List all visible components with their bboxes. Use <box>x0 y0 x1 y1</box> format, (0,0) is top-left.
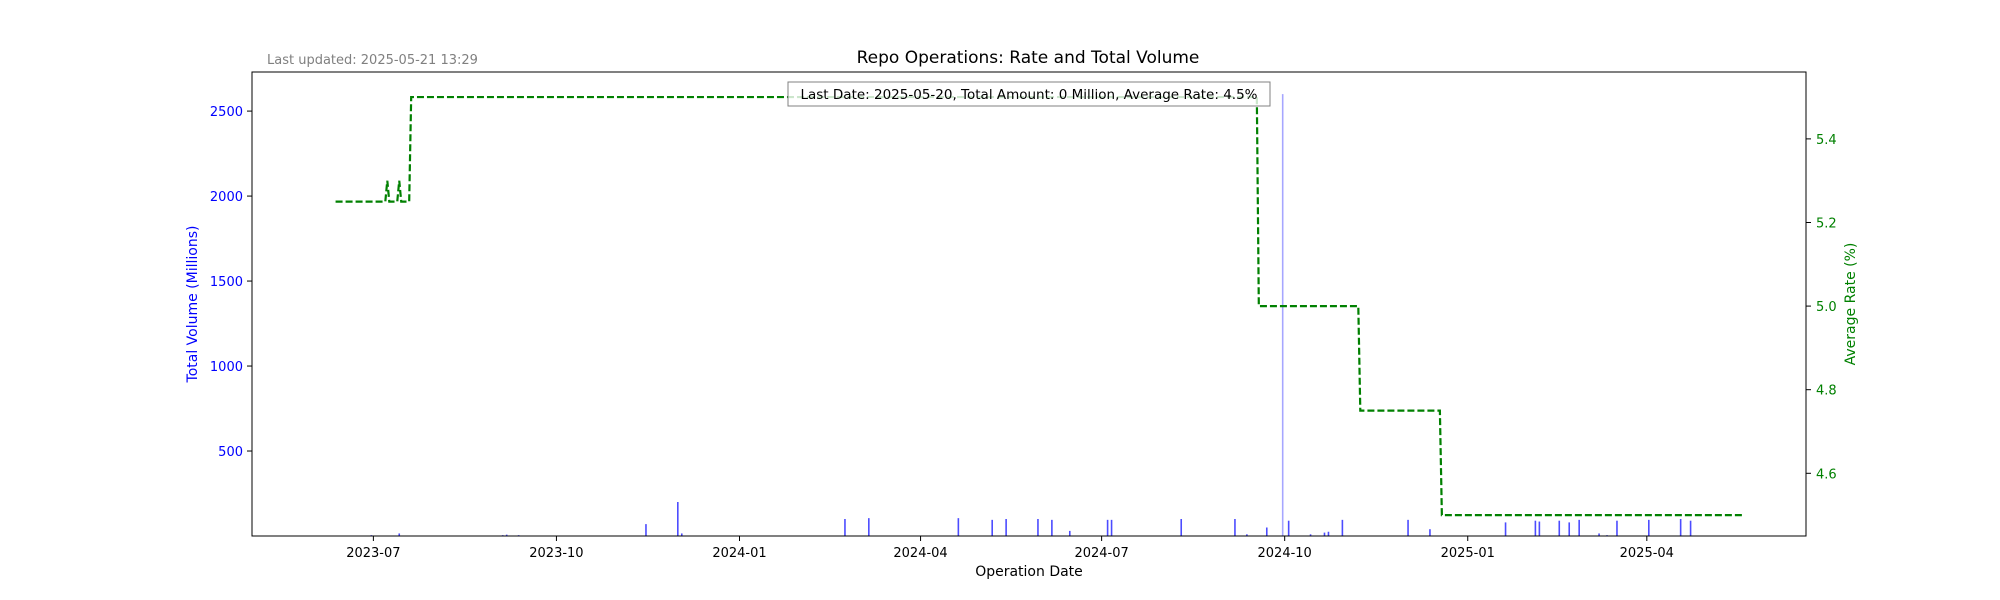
last-updated-text: Last updated: 2025-05-21 13:29 <box>267 53 478 68</box>
volume-bar <box>1246 534 1248 536</box>
y-right-tick-label: 4.6 <box>1816 467 1837 482</box>
y-right-tick-label: 5.2 <box>1816 216 1837 231</box>
volume-bar <box>1429 529 1431 536</box>
volume-bar <box>1068 530 1071 536</box>
volume-bar <box>398 533 401 536</box>
volume-bar <box>1534 520 1537 536</box>
volume-bar <box>1180 519 1183 536</box>
volume-bar <box>1407 519 1409 536</box>
x-axis: 2023-07 2023-10 2024-01 2024-04 2024-07 2024-… <box>346 536 1674 561</box>
x-tick-label: 2023-07 <box>346 546 400 561</box>
rate-series <box>335 95 1745 517</box>
plot-frame <box>251 71 1807 537</box>
x-tick-label: 2025-04 <box>1620 546 1674 561</box>
x-tick-label: 2023-10 <box>529 546 583 561</box>
volume-bar <box>1679 519 1682 536</box>
volume-bar <box>645 524 647 536</box>
volume-bar <box>1504 522 1507 536</box>
y-left-tick-label: 1000 <box>210 360 243 375</box>
annotation-text: Last Date: 2025-05-20, Total Amount: 0 M… <box>800 87 1257 103</box>
volume-bar <box>1005 519 1007 536</box>
y-right-tick-label: 5.4 <box>1816 133 1837 148</box>
y-axis-left-label: Total Volume (Millions) <box>185 226 201 384</box>
volume-bar <box>1568 522 1571 536</box>
volume-bar <box>1598 533 1600 536</box>
volume-bar <box>1616 520 1618 536</box>
y-right-tick-label: 4.8 <box>1816 384 1837 399</box>
volume-bar <box>991 519 993 536</box>
y-left-tick-label: 2500 <box>210 105 243 120</box>
y-left-tick-label: 2000 <box>210 190 243 205</box>
volume-bar <box>1323 532 1326 536</box>
x-tick-label: 2024-04 <box>893 546 947 561</box>
volume-bar <box>1281 94 1284 536</box>
y-axis-right: 4.6 4.8 5.0 5.2 5.4 <box>1806 133 1837 482</box>
volume-bar <box>1538 521 1541 536</box>
annotation-box <box>787 81 1271 107</box>
y-axis-left: 500 1000 1500 2000 2500 <box>210 105 252 460</box>
volume-bar <box>1106 519 1109 536</box>
volume-bars <box>370 94 1692 536</box>
y-left-tick-label: 1500 <box>210 275 243 290</box>
volume-bar <box>868 518 870 536</box>
x-tick-label: 2024-10 <box>1258 546 1312 561</box>
volume-bar <box>1578 519 1580 536</box>
volume-bar <box>1689 520 1692 536</box>
volume-bar <box>680 533 683 536</box>
volume-bar <box>1037 519 1039 536</box>
volume-bar <box>1558 520 1561 536</box>
y-right-tick-label: 5.0 <box>1816 300 1837 315</box>
volume-bar <box>844 519 846 536</box>
volume-bar <box>677 502 679 536</box>
rate-line <box>335 95 1745 517</box>
volume-bar <box>1051 519 1053 536</box>
x-tick-label: 2025-01 <box>1441 546 1495 561</box>
volume-bar <box>1265 527 1268 536</box>
volume-bar <box>1287 520 1290 536</box>
x-tick-label: 2024-01 <box>712 546 766 561</box>
volume-bar <box>1327 531 1330 536</box>
volume-bar <box>1341 519 1344 536</box>
x-axis-label: Operation Date <box>975 564 1083 580</box>
y-left-tick-label: 500 <box>218 445 243 460</box>
volume-bar <box>1648 519 1650 536</box>
volume-bar <box>1309 534 1312 536</box>
volume-bar <box>1110 519 1113 536</box>
chart-title: Repo Operations: Rate and Total Volume <box>857 48 1200 68</box>
volume-bar <box>957 518 960 536</box>
volume-bar <box>1234 519 1236 536</box>
y-axis-right-label: Average Rate (%) <box>1843 243 1859 366</box>
x-tick-label: 2024-07 <box>1074 546 1128 561</box>
volume-bar <box>505 534 508 536</box>
